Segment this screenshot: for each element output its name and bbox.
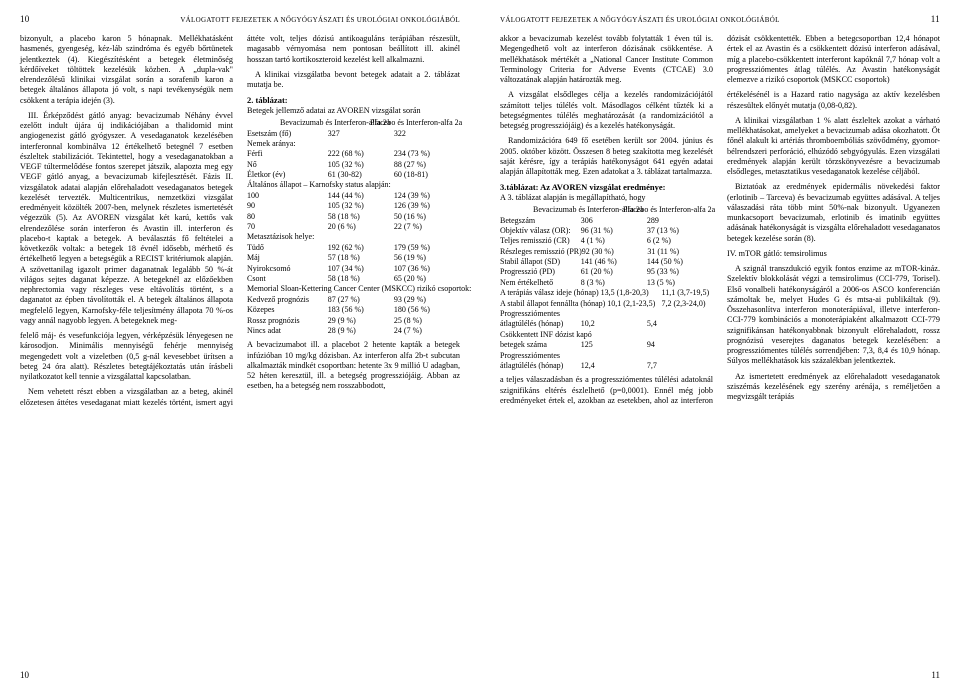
body-right: akkor a bevacizumab kezelést tovább foly… <box>500 34 940 407</box>
table-row: átlagtúlélés (hónap)12,47,7 <box>500 361 713 371</box>
table-row: Részleges remisszió (PR)92 (30 %)31 (11 … <box>500 247 713 257</box>
para: A klinikai vizsgálatban 1 % alatt észlel… <box>727 116 940 178</box>
page-right: VÁLOGATOTT FEJEZETEK A NŐGYÓGYÁSZATI ÉS … <box>480 0 960 688</box>
header-page-num: 11 <box>931 14 940 24</box>
header-right: VÁLOGATOTT FEJEZETEK A NŐGYÓGYÁSZATI ÉS … <box>500 14 940 24</box>
para: Biztatóak az eredmények epidermális növe… <box>727 182 940 244</box>
table-row: Tüdő192 (62 %)179 (59 %) <box>247 243 460 253</box>
table-row: Csökkentett INF dózist kapó <box>500 330 713 340</box>
para: A szignál transzdukció egyik fontos enzi… <box>727 264 940 367</box>
para: A klinikai vizsgálatba bevont betegek ad… <box>247 70 460 91</box>
table3-title: 3.táblázat: Az AVOREN vizsgálat eredmény… <box>500 182 713 193</box>
table-row: Nő105 (32 %)88 (27 %) <box>247 160 460 170</box>
para: értékelésénél is a Hazard ratio nagysága… <box>727 90 940 111</box>
table-row: Progressziómentes <box>500 309 713 319</box>
table2: Bevacizumab és Interferon-alfa 2aPlacebo… <box>247 118 460 336</box>
para: III. Érképződést gátló anyag: bevacizuma… <box>20 111 233 326</box>
table-row: A terápiás válasz ideje (hónap) 13,5 (1,… <box>500 288 713 298</box>
table-row: 90105 (32 %)126 (39 %) <box>247 201 460 211</box>
table-row: Memorial Sloan-Kettering Cancer Center (… <box>247 284 460 294</box>
table-row: Esetszám (fő)327322 <box>247 129 460 139</box>
table-row: Nincs adat28 (9 %)24 (7 %) <box>247 326 460 336</box>
table-row: Kedvező prognózis87 (27 %)93 (29 %) <box>247 295 460 305</box>
para: Az ismertetett eredmények az előrehalado… <box>727 372 940 403</box>
table-row: Általános állapot – Karnofsky status ala… <box>247 180 460 190</box>
para: IV. mTOR gátló: temsirolimus <box>727 249 940 259</box>
table-row: Progressziómentes <box>500 351 713 361</box>
para: felelő máj- és vesefunkciója legyen, vér… <box>20 331 233 382</box>
header-title: VÁLOGATOTT FEJEZETEK A NŐGYÓGYÁSZATI ÉS … <box>500 16 780 24</box>
table-row: Nem értékelhető8 (3 %)13 (5 %) <box>500 278 713 288</box>
para: A bevacizumabot ill. a placebot 2 hetent… <box>247 340 460 391</box>
table-row: Férfi222 (68 %)234 (73 %) <box>247 149 460 159</box>
table-row: 100144 (44 %)124 (39 %) <box>247 191 460 201</box>
table-row: 8058 (18 %)50 (16 %) <box>247 212 460 222</box>
table-row: Teljes remisszió (CR)4 (1 %)6 (2 %) <box>500 236 713 246</box>
table-row: Nyirokcsomó107 (34 %)107 (36 %) <box>247 264 460 274</box>
table-row: Metasztázisok helye: <box>247 232 460 242</box>
footer-page-num: 10 <box>20 670 29 680</box>
table-row: Progresszió (PD)61 (20 %)95 (33 %) <box>500 267 713 277</box>
para: A vizsgálat elsődleges célja a kezelés r… <box>500 90 713 131</box>
table3: Bevacizumab és Interferon-alfa 2aPlacebo… <box>500 205 713 371</box>
table-row: Máj57 (18 %)56 (19 %) <box>247 253 460 263</box>
table-row: átlagtúlélés (hónap)10,25,4 <box>500 319 713 329</box>
table-row: Nemek aránya: <box>247 139 460 149</box>
header-page-num: 10 <box>20 14 30 24</box>
table2-title: 2. táblázat: <box>247 95 460 106</box>
table-row: Életkor (év)61 (30-82)60 (18-81) <box>247 170 460 180</box>
page-left: 10 VÁLOGATOTT FEJEZETEK A NŐGYÓGYÁSZATI … <box>0 0 480 688</box>
table3-subtitle: A 3. táblázat alapján is megállapítható,… <box>500 193 713 203</box>
table-row: Objektív válasz (OR):96 (31 %)37 (13 %) <box>500 226 713 236</box>
table-row: Közepes183 (56 %)180 (56 %) <box>247 305 460 315</box>
para: bizonyult, a placebo karon 5 hónapnak. M… <box>20 34 233 106</box>
body-left: bizonyult, a placebo karon 5 hónapnak. M… <box>20 34 460 408</box>
table2-subtitle: Betegek jellemző adatai az AVOREN vizsgá… <box>247 106 460 116</box>
table-row: betegek száma12594 <box>500 340 713 350</box>
footer-page-num: 11 <box>931 670 940 680</box>
table-row: Rossz prognózis29 (9 %)25 (8 %) <box>247 316 460 326</box>
header-title: VÁLOGATOTT FEJEZETEK A NŐGYÓGYÁSZATI ÉS … <box>180 16 460 24</box>
para: Randomizációra 649 fő esetében került so… <box>500 136 713 177</box>
table-row: 7020 (6 %)22 (7 %) <box>247 222 460 232</box>
para: akkor a bevacizumab kezelést tovább foly… <box>500 34 713 85</box>
table-row: A stabil állapot fennállta (hónap) 10,1 … <box>500 299 713 309</box>
table-row: Stabil állapot (SD)141 (46 %)144 (50 %) <box>500 257 713 267</box>
table-row: Betegszám306289 <box>500 216 713 226</box>
header-left: 10 VÁLOGATOTT FEJEZETEK A NŐGYÓGYÁSZATI … <box>20 14 460 24</box>
table-row: Csont58 (18 %)65 (20 %) <box>247 274 460 284</box>
